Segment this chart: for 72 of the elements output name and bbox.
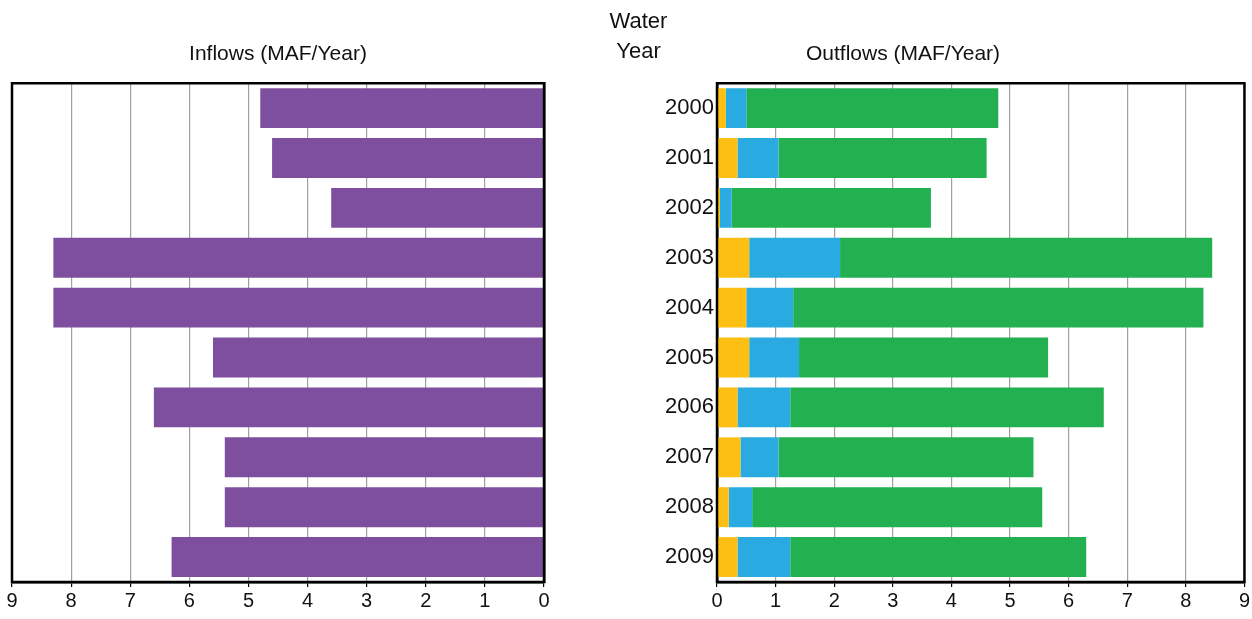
x-tick-label: 9 — [1238, 588, 1250, 611]
x-tick-label: 0 — [538, 588, 550, 611]
bar — [737, 387, 791, 428]
x-tick-label: 1 — [479, 588, 491, 611]
x-tick-label: 5 — [1004, 588, 1016, 611]
bar — [731, 187, 931, 228]
bar — [799, 337, 1049, 378]
bar — [53, 287, 544, 328]
y-tick-label: 2003 — [665, 243, 715, 269]
bar — [171, 537, 544, 578]
bar — [719, 187, 732, 228]
bar — [790, 537, 1087, 578]
bar — [840, 237, 1213, 278]
bar — [749, 337, 800, 378]
y-axis-title: Water Year — [609, 8, 668, 63]
x-tick-label: 2 — [420, 588, 432, 611]
y-tick-label: 2008 — [665, 493, 715, 519]
bar — [737, 537, 791, 578]
bar — [224, 437, 544, 478]
bar — [717, 237, 750, 278]
bar — [212, 337, 544, 378]
chart-title: Outflows (MAF/Year) — [805, 41, 1001, 65]
bar — [224, 487, 544, 528]
bar — [746, 287, 794, 328]
bar — [153, 387, 544, 428]
x-tick-label: 7 — [1121, 588, 1133, 611]
bar — [725, 88, 747, 129]
y-tick-label: 2000 — [665, 94, 715, 120]
bar — [717, 437, 741, 478]
x-tick-label: 5 — [242, 588, 255, 611]
bar — [728, 487, 753, 528]
y-tick-label: 2001 — [665, 144, 715, 170]
x-tick-label: 8 — [65, 588, 77, 611]
bar — [752, 487, 1043, 528]
bar — [53, 237, 544, 278]
y-tick-label: 2009 — [665, 543, 715, 569]
y-tick-label: 2004 — [665, 293, 715, 319]
bar — [717, 387, 738, 428]
chart-title: Inflows (MAF/Year) — [189, 41, 367, 65]
bar — [790, 387, 1104, 428]
bar — [746, 88, 999, 129]
bar — [793, 287, 1204, 328]
x-tick-label: 3 — [887, 588, 899, 611]
bar — [717, 88, 726, 129]
bar — [272, 138, 544, 178]
x-tick-label: 9 — [6, 588, 18, 611]
x-tick-label: 8 — [1180, 588, 1192, 611]
bar — [717, 537, 738, 578]
x-tick-label: 4 — [301, 588, 314, 611]
x-tick-label: 6 — [1063, 588, 1075, 611]
bar — [740, 437, 779, 478]
x-tick-label: 1 — [770, 588, 782, 611]
y-tick-label: 2002 — [665, 193, 715, 219]
bar — [717, 138, 738, 178]
bar — [260, 88, 544, 129]
bar — [749, 237, 841, 278]
bar — [778, 437, 1034, 478]
x-tick-label: 7 — [124, 588, 136, 611]
x-tick-label: 6 — [183, 588, 195, 611]
bar — [717, 487, 729, 528]
y-tick-label: 2005 — [665, 343, 715, 369]
bar — [717, 287, 747, 328]
bar — [778, 138, 987, 178]
x-tick-label: 4 — [945, 588, 957, 611]
x-tick-label: 3 — [361, 588, 373, 611]
y-tick-label: 2007 — [665, 443, 715, 469]
bar — [737, 138, 779, 178]
bar — [331, 187, 544, 228]
y-tick-label: 2006 — [665, 393, 715, 419]
x-tick-label: 2 — [828, 588, 840, 611]
bar — [717, 337, 750, 378]
x-tick-label: 0 — [711, 588, 723, 611]
